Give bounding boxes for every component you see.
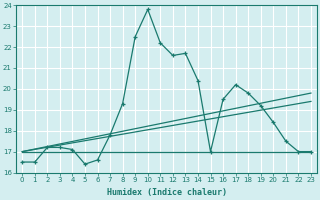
X-axis label: Humidex (Indice chaleur): Humidex (Indice chaleur) <box>107 188 227 197</box>
